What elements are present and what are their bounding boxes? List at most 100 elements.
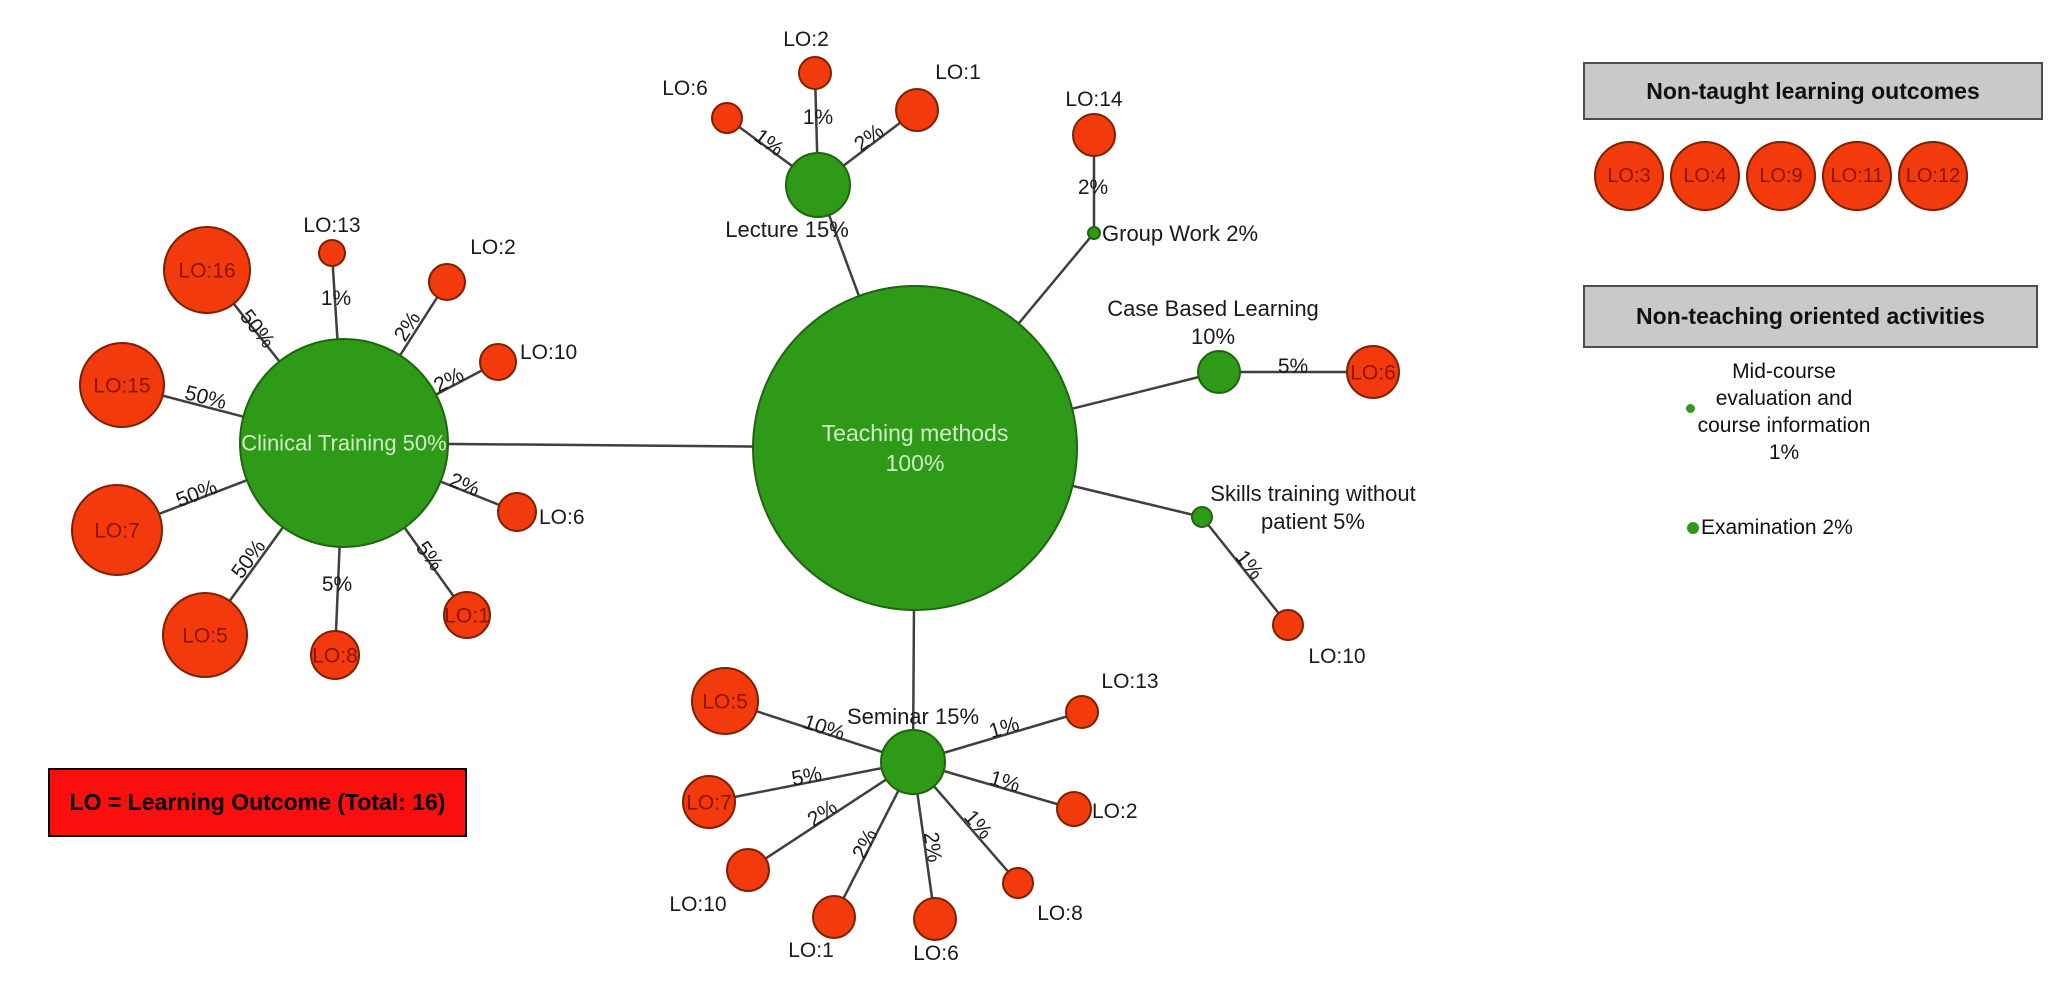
legend-lo11-circle: LO:11 [1822, 141, 1892, 211]
edge-label-lecture-l1: 2% [850, 119, 888, 156]
node-m8-label: LO:8 [1037, 902, 1083, 925]
edge-label-lecture-l6: 1% [750, 125, 788, 162]
examination-row: Examination 2% [1687, 516, 1853, 540]
edge-seminar-m7 [708, 760, 914, 804]
legend-lo9-circle: LO:9 [1746, 141, 1816, 211]
edge-label-clinical-c5: 50% [227, 535, 270, 583]
legend-lo4-circle: LO:4 [1670, 141, 1740, 211]
node-c5-circle [162, 592, 248, 678]
node-root-label: 100% [886, 450, 945, 476]
node-l1-label: LO:1 [935, 61, 981, 84]
edge-label-case-cb6: 5% [1278, 355, 1308, 378]
node-c15-label: LO:15 [93, 374, 150, 397]
node-c13-label: LO:13 [303, 214, 360, 237]
node-l2-label: LO:2 [783, 28, 829, 51]
node-c16-label: LO:16 [178, 259, 235, 282]
node-root-circle [752, 285, 1078, 611]
node-c7-label: LO:7 [94, 519, 140, 542]
node-m13-label: LO:13 [1101, 670, 1158, 693]
node-case-circle [1197, 350, 1241, 394]
node-skills-label: Skills training without [1210, 481, 1415, 506]
non-taught-legend-box: Non-taught learning outcomes [1583, 62, 2043, 120]
edge-label-clinical-c8: 5% [322, 573, 352, 596]
node-c8-label: LO:8 [312, 644, 358, 667]
node-c1-circle [443, 591, 491, 639]
lo-note-text: LO = Learning Outcome (Total: 16) [69, 789, 446, 815]
mid-course-dot-icon [1686, 404, 1695, 413]
node-group-label: Group Work 2% [1102, 221, 1258, 246]
node-c10-label: LO:10 [520, 341, 577, 364]
mid-course-line-1: Mid-course [1732, 360, 1836, 383]
edge-label-seminar-m13: 1% [986, 712, 1022, 743]
node-m2-label: LO:2 [1092, 800, 1138, 823]
mid-course-line-3: course information [1697, 414, 1871, 437]
node-m5-label: LO:5 [702, 690, 748, 713]
legend-lo12-circle: LO:12 [1898, 141, 1968, 211]
node-m13-circle [1065, 695, 1099, 729]
node-m5-circle [691, 667, 759, 735]
node-skills-label: patient 5% [1261, 509, 1365, 534]
node-c10-circle [479, 343, 517, 381]
node-c2-circle [428, 263, 466, 301]
node-m7-circle [682, 775, 736, 829]
node-cb6-circle [1346, 345, 1400, 399]
node-c1-label: LO:1 [444, 604, 490, 627]
examination-label: Examination 2% [1701, 516, 1853, 539]
edge-skills-s10 [1201, 516, 1289, 626]
node-m1-label: LO:1 [788, 939, 834, 962]
edge-label-clinical-c2: 2% [390, 308, 426, 346]
node-lecture-label: Lecture 15% [725, 217, 849, 242]
node-m8-circle [1002, 867, 1034, 899]
mid-course-percent: 1% [1768, 441, 1800, 464]
node-clinical-circle [239, 338, 449, 548]
non-teaching-legend-title: Non-teaching oriented activities [1636, 303, 1985, 329]
node-c15-circle [79, 342, 165, 428]
edge-label-seminar-m6: 2% [919, 830, 946, 863]
edge-label-lecture-l2: 1% [803, 106, 833, 129]
mid-course-line-2: evaluation and [1715, 387, 1853, 410]
node-l6-circle [711, 102, 743, 134]
legend-lo3-label: LO:3 [1607, 164, 1651, 187]
node-case-label: 10% [1191, 324, 1235, 349]
node-c5-label: LO:5 [182, 624, 228, 647]
node-c8-circle [310, 630, 360, 680]
node-root-label: Teaching methods [822, 420, 1009, 446]
edge-label-group-g14: 2% [1078, 176, 1108, 199]
node-c6-label: LO:6 [539, 506, 585, 529]
node-c2-label: LO:2 [470, 236, 516, 259]
legend-lo4-label: LO:4 [1683, 164, 1727, 187]
node-c13-circle [318, 239, 346, 267]
node-g14-circle [1072, 113, 1116, 157]
non-taught-lo-row: LO:3 LO:4 LO:9 LO:11 LO:12 [1594, 141, 1968, 211]
edge-label-clinical-c15: 50% [182, 381, 228, 414]
node-m6-circle [913, 897, 957, 941]
node-l6-label: LO:6 [662, 77, 708, 100]
node-c16-circle [163, 226, 251, 314]
edge-label-clinical-c7: 50% [173, 476, 220, 513]
node-s10-label: LO:10 [1308, 645, 1365, 668]
node-c6-circle [497, 492, 537, 532]
legend-lo11-label: LO:11 [1830, 164, 1884, 187]
edge-label-seminar-m2: 1% [987, 766, 1023, 797]
examination-dot-icon [1687, 522, 1699, 534]
edge-label-clinical-c13: 1% [321, 287, 351, 310]
edge-label-seminar-m7: 5% [790, 762, 824, 790]
legend-lo9-label: LO:9 [1759, 164, 1803, 187]
legend-lo12-label: LO:12 [1905, 164, 1961, 187]
node-seminar-circle [880, 729, 946, 795]
non-taught-legend-title: Non-taught learning outcomes [1646, 77, 1980, 104]
legend-lo3-circle: LO:3 [1594, 141, 1664, 211]
node-skills-circle [1191, 506, 1213, 528]
edge-label-seminar-m8: 1% [959, 806, 996, 844]
edge-label-seminar-m10: 2% [803, 796, 841, 832]
node-m10-label: LO:10 [669, 893, 726, 916]
node-c7-circle [71, 484, 163, 576]
node-lecture-circle [785, 152, 851, 218]
node-seminar-label: Seminar 15% [847, 704, 979, 729]
node-m2-circle [1056, 791, 1092, 827]
node-m6-label: LO:6 [913, 942, 959, 965]
edge-label-seminar-m5: 10% [800, 710, 847, 745]
node-clinical-label: Clinical Training 50% [241, 431, 446, 456]
node-s10-circle [1272, 609, 1304, 641]
